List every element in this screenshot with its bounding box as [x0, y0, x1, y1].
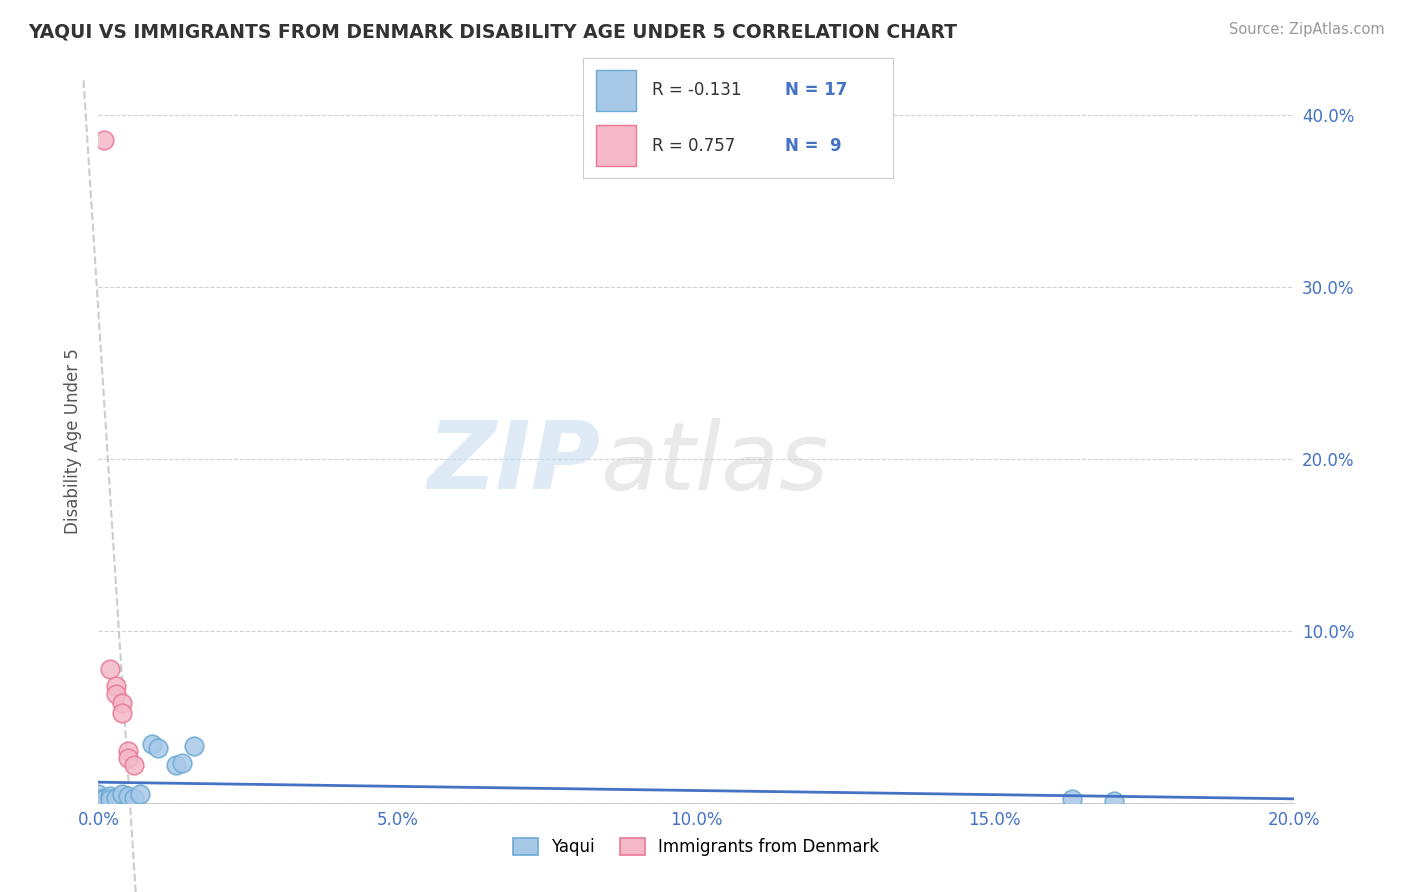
- Text: YAQUI VS IMMIGRANTS FROM DENMARK DISABILITY AGE UNDER 5 CORRELATION CHART: YAQUI VS IMMIGRANTS FROM DENMARK DISABIL…: [28, 22, 957, 41]
- Point: [98, 789, 122, 803]
- Text: N = 17: N = 17: [785, 81, 846, 100]
- Point: [105, 790, 128, 805]
- Y-axis label: Disability Age Under 5: Disability Age Under 5: [65, 349, 83, 534]
- Point: [105, 687, 128, 701]
- Point: [111, 787, 134, 801]
- Point: [93, 133, 115, 147]
- Point: [87, 787, 110, 801]
- Text: ZIP: ZIP: [427, 417, 600, 509]
- Point: [117, 744, 139, 758]
- Bar: [596, 70, 636, 111]
- Point: [1104, 794, 1126, 808]
- Point: [129, 787, 152, 801]
- Point: [141, 737, 163, 751]
- Text: R = -0.131: R = -0.131: [651, 81, 741, 100]
- Text: N =  9: N = 9: [785, 136, 841, 155]
- Point: [148, 740, 170, 755]
- Point: [124, 790, 146, 805]
- Point: [183, 739, 205, 753]
- Point: [111, 696, 134, 710]
- Text: Source: ZipAtlas.com: Source: ZipAtlas.com: [1229, 22, 1385, 37]
- Text: R = 0.757: R = 0.757: [651, 136, 735, 155]
- Text: atlas: atlas: [600, 417, 828, 508]
- Point: [165, 758, 187, 772]
- Point: [105, 679, 128, 693]
- Point: [93, 792, 115, 806]
- Point: [98, 662, 122, 676]
- Point: [117, 751, 139, 765]
- Point: [1062, 792, 1084, 806]
- Point: [172, 756, 194, 771]
- Point: [124, 758, 146, 772]
- Point: [117, 789, 139, 803]
- Legend: Yaqui, Immigrants from Denmark: Yaqui, Immigrants from Denmark: [506, 831, 886, 863]
- Point: [93, 790, 115, 805]
- Point: [111, 706, 134, 721]
- Bar: [596, 126, 636, 166]
- Point: [98, 792, 122, 806]
